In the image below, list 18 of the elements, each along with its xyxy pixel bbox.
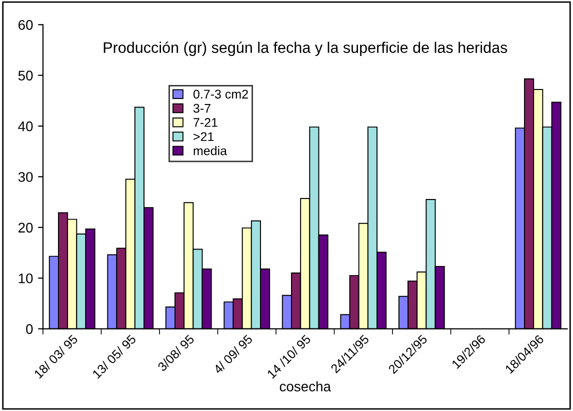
y-tick-label: 0 [26,324,33,334]
legend-label: 0.7-3 cm2 [193,90,248,99]
y-tick-label: 40 [18,121,33,132]
legend-label: media [194,146,228,156]
y-tick-label: 60 [18,20,33,30]
legend-label: >21 [194,132,214,141]
x-axis-title: cosecha [280,381,331,392]
y-tick-label: 20 [18,222,33,233]
x-tick-label: 13/ 05/ 95 [92,334,136,379]
y-tick-label: 30 [18,172,33,182]
y-tick-label: 10 [18,273,33,284]
text: Producción (gr) según la fecha y la superficie de las heridas [104,42,508,56]
y-tick-label: 50 [18,70,33,81]
x-tick-label: 18/ 03/ 95 [33,334,78,379]
x-tick-label: 14 /10/ 95 [266,334,312,379]
legend-label: 3-7 [193,104,210,113]
x-tick-label: 4/ 09/ 95 [212,334,253,374]
legend-label: 7-21 [194,118,218,127]
